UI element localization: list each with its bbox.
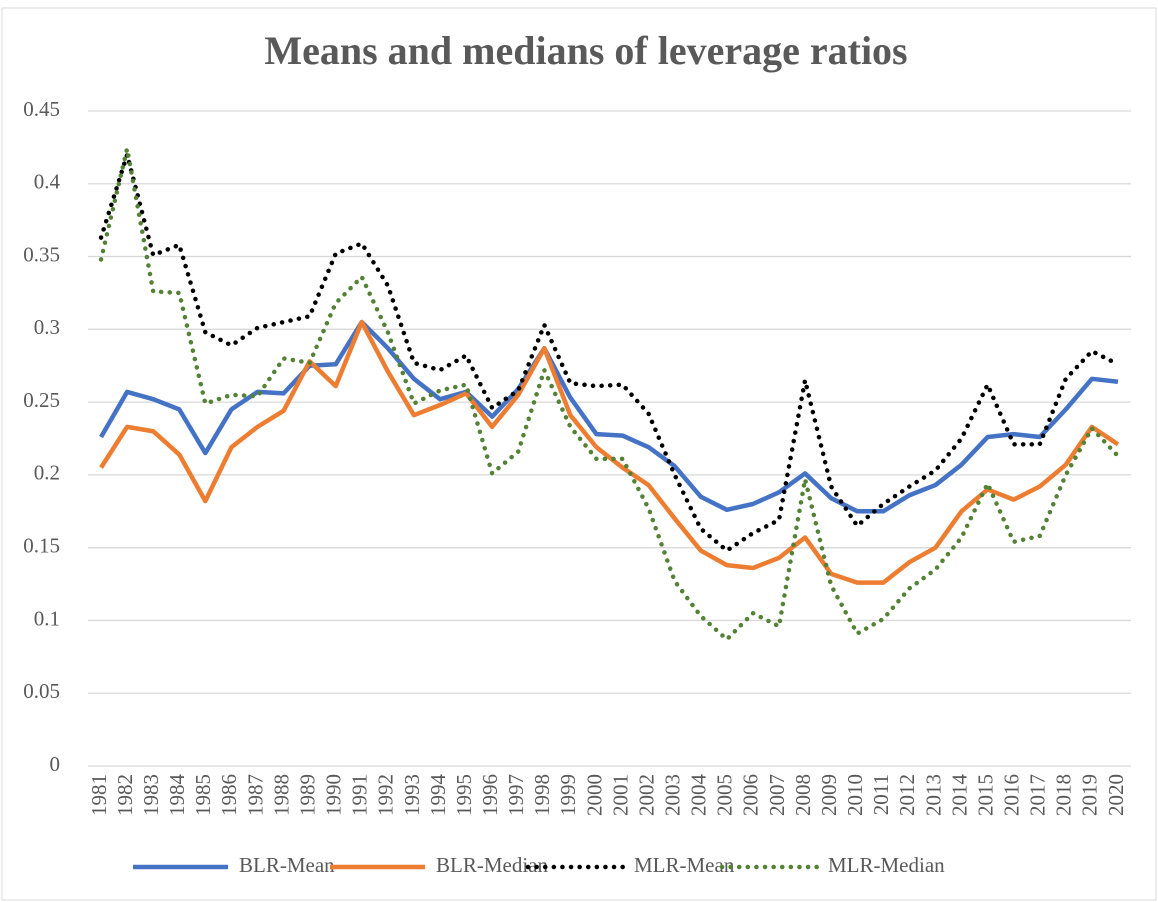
legend-label: BLR-Median (436, 853, 548, 877)
y-tick-label: 0.15 (23, 533, 60, 557)
x-tick-label: 2016 (999, 774, 1023, 816)
x-tick-label: 1982 (113, 774, 137, 816)
x-tick-label: 2001 (608, 774, 632, 816)
x-tick-label: 2005 (713, 774, 737, 816)
y-tick-label: 0.35 (23, 242, 60, 266)
x-tick-label: 1996 (478, 774, 502, 816)
x-tick-label: 2007 (765, 774, 789, 816)
x-tick-label: 2006 (739, 774, 763, 816)
x-tick-label: 2013 (921, 774, 945, 816)
x-tick-label: 2010 (843, 774, 867, 816)
x-tick-label: 2000 (582, 774, 606, 816)
legend-label: MLR-Median (828, 853, 945, 877)
x-tick-label: 1998 (530, 774, 554, 816)
x-tick-label: 2009 (817, 774, 841, 816)
x-tick-label: 2018 (1052, 774, 1076, 816)
y-tick-label: 0.3 (34, 315, 60, 339)
x-tick-label: 2004 (687, 774, 711, 817)
legend-label: MLR-Mean (634, 853, 735, 877)
y-tick-label: 0.05 (23, 679, 60, 703)
chart-title: Means and medians of leverage ratios (264, 28, 907, 73)
x-tick-label: 2012 (895, 774, 919, 816)
x-tick-label: 2020 (1104, 774, 1128, 816)
x-tick-label: 1990 (322, 774, 346, 816)
x-tick-label: 2003 (661, 774, 685, 816)
x-tick-label: 1988 (269, 774, 293, 816)
x-tick-label: 1999 (556, 774, 580, 816)
x-tick-label: 1995 (452, 774, 476, 816)
x-tick-label: 2017 (1026, 774, 1050, 816)
y-tick-label: 0.4 (34, 170, 61, 194)
series-line (98, 146, 1121, 554)
chart-frame (1, 7, 1157, 901)
x-tick-label: 1994 (426, 774, 450, 817)
x-tick-label: 1983 (139, 774, 163, 816)
x-tick-label: 2008 (791, 774, 815, 816)
x-tick-label: 1984 (165, 774, 189, 817)
x-tick-label: 1993 (400, 774, 424, 816)
y-tick-label: 0.45 (23, 97, 60, 121)
x-tick-label: 2011 (869, 774, 893, 815)
x-tick-label: 2014 (947, 774, 971, 817)
x-tick-label: 1986 (217, 774, 241, 816)
x-tick-label: 1985 (191, 774, 215, 816)
y-tick-label: 0 (50, 752, 61, 776)
x-tick-label: 1987 (243, 774, 267, 816)
x-tick-label: 1989 (295, 774, 319, 816)
series-line (99, 319, 1119, 514)
series-line (99, 319, 1120, 585)
x-tick-label: 2002 (634, 774, 658, 816)
x-tick-label: 1997 (504, 774, 528, 816)
series-line (98, 148, 1121, 643)
x-tick-label: 2019 (1078, 774, 1102, 816)
x-tick-label: 1991 (348, 774, 372, 816)
x-tick-label: 1981 (87, 774, 111, 816)
x-tick-label: 2015 (973, 774, 997, 816)
y-tick-label: 0.1 (34, 606, 60, 630)
y-tick-label: 0.2 (34, 461, 60, 485)
x-tick-label: 1992 (374, 774, 398, 816)
y-tick-label: 0.25 (23, 388, 60, 412)
legend-label: BLR-Mean (239, 853, 335, 877)
